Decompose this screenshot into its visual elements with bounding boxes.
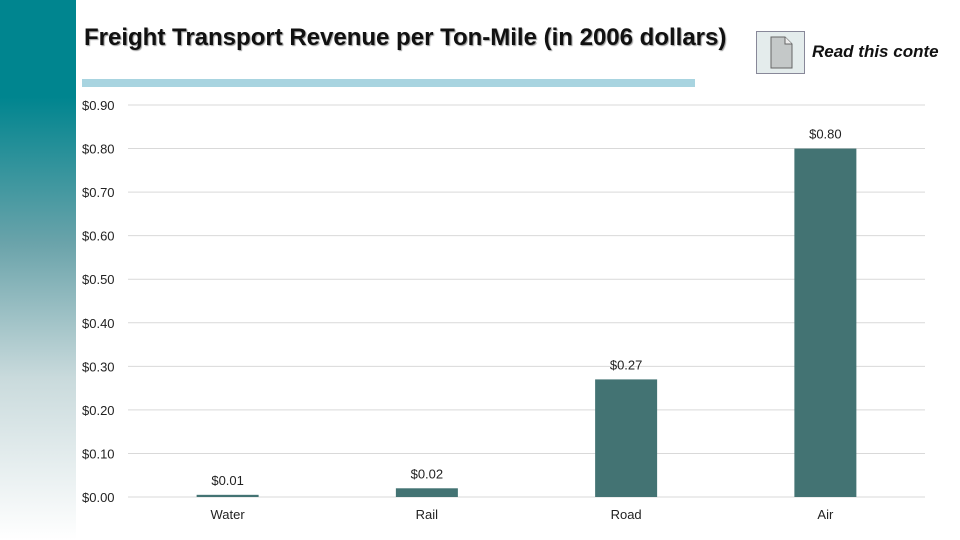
x-tick-label: Rail <box>416 507 439 522</box>
y-tick-label: $0.10 <box>82 446 115 461</box>
bar-air <box>794 148 857 498</box>
y-tick-label: $0.20 <box>82 403 115 418</box>
page-title: Freight Transport Revenue per Ton-Mile (… <box>84 24 727 51</box>
y-tick-label: $0.40 <box>82 316 115 331</box>
sidebar-gradient <box>0 0 76 540</box>
x-tick-label: Road <box>611 507 642 522</box>
y-tick-label: $0.00 <box>82 490 115 505</box>
data-label: $0.02 <box>411 466 444 481</box>
y-tick-label: $0.60 <box>82 229 115 244</box>
title-underline <box>82 79 695 87</box>
x-tick-label: Air <box>817 507 834 522</box>
data-label: $0.27 <box>610 357 643 372</box>
x-tick-label: Water <box>211 507 246 522</box>
data-label: $0.80 <box>809 127 842 142</box>
y-tick-label: $0.80 <box>82 142 115 157</box>
y-tick-label: $0.50 <box>82 272 115 287</box>
bar-rail <box>395 488 458 497</box>
y-tick-label: $0.90 <box>82 98 115 113</box>
bar-road <box>595 379 658 497</box>
y-tick-label: $0.30 <box>82 359 115 374</box>
y-tick-label: $0.70 <box>82 185 115 200</box>
data-label: $0.01 <box>211 473 244 488</box>
overlay-text: Read this conte <box>812 42 939 61</box>
document-icon[interactable] <box>756 31 805 74</box>
bar-water <box>196 494 259 497</box>
